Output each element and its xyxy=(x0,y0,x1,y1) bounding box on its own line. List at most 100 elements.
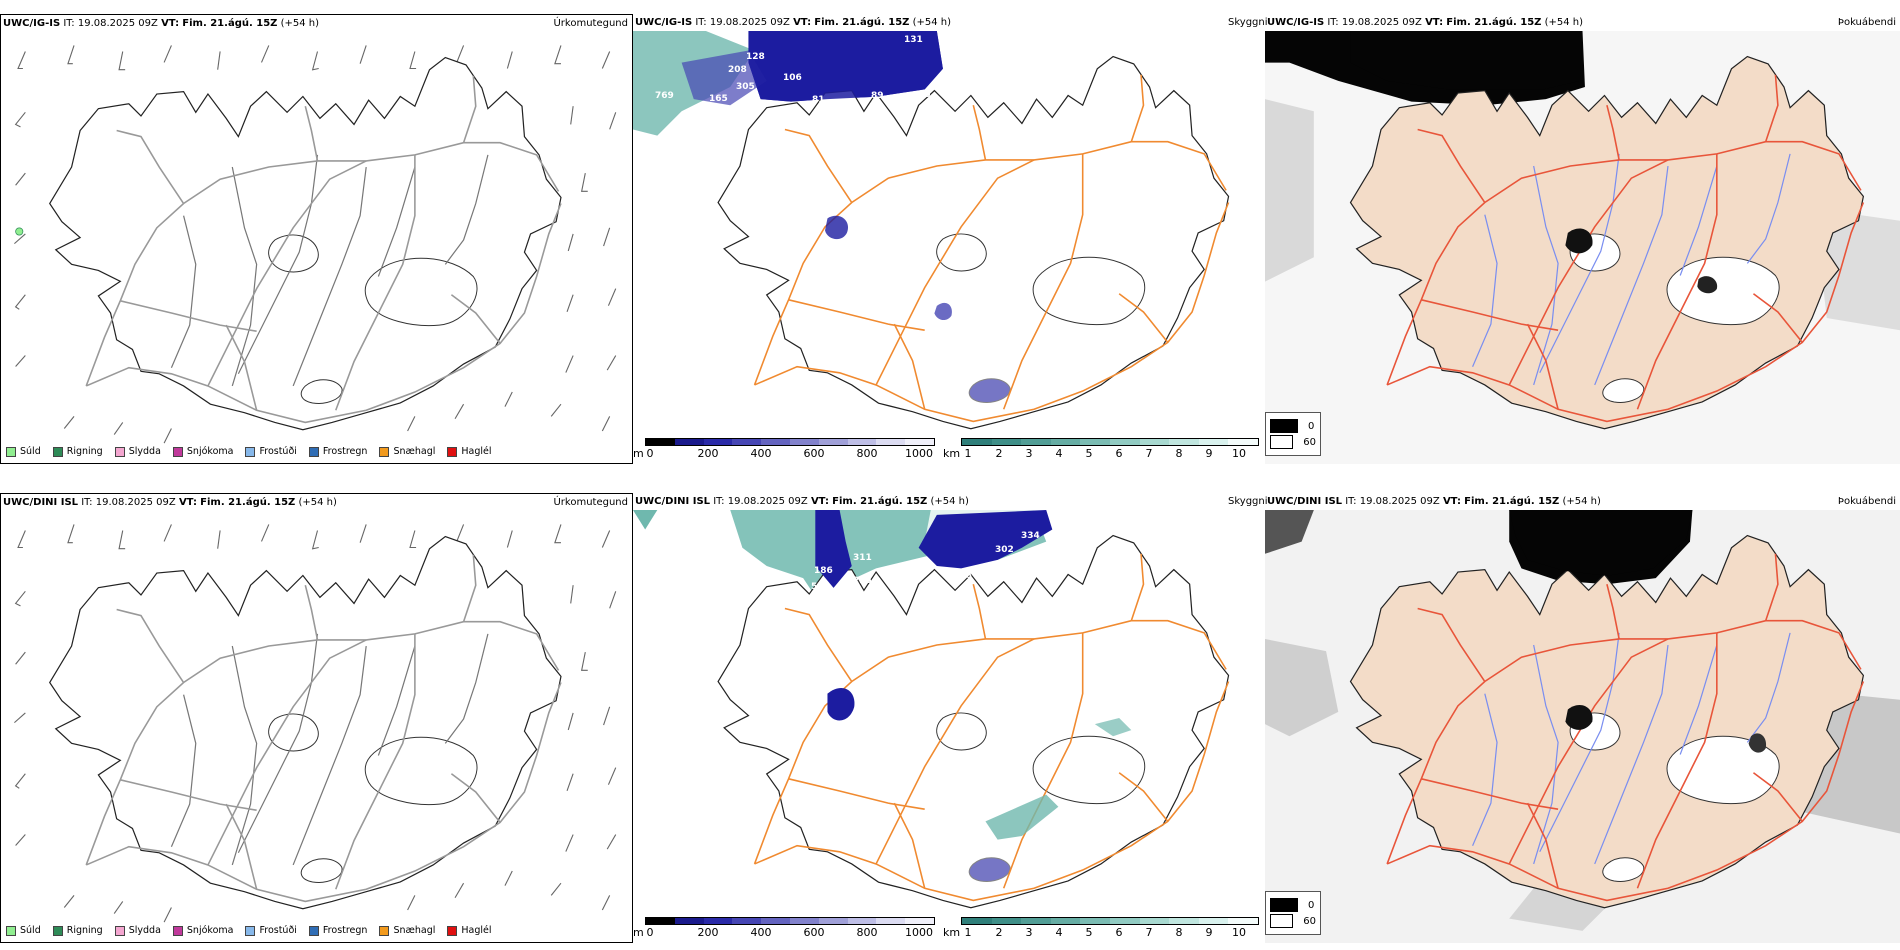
panel-title: Úrkomutegund xyxy=(553,497,628,508)
colorbar-swatch xyxy=(905,918,934,924)
visibility-colorbar: km 1 2 3 4 5 6 7 8 9 10 xyxy=(943,917,1263,939)
drizzle-cell xyxy=(15,227,24,236)
cloud-base-label: 165 xyxy=(709,94,728,104)
colorbar-swatch xyxy=(1021,439,1051,445)
fog-panel-ig: UWC/IG-IS IT: 19.08.2025 09Z VT: Fim. 21… xyxy=(1265,14,1900,464)
legend-swatch xyxy=(6,446,16,457)
cloud-base-colorbar: m 0 200 400 600 800 1000 xyxy=(633,917,938,939)
colorbar-tick: 2 xyxy=(995,447,1003,460)
colorbar-swatch xyxy=(789,439,819,445)
cloud-base-label: 91 xyxy=(906,95,919,105)
legend-item-freezing-drizzle: Frostúði xyxy=(245,925,297,936)
cloud-base-label: 311 xyxy=(853,553,872,563)
legend-item-sleet: Slydda xyxy=(114,446,161,457)
panel-header: UWC/IG-IS IT: 19.08.2025 09Z VT: Fim. 21… xyxy=(3,18,320,29)
colorbar-tick: 200 xyxy=(697,447,719,460)
colorbar-swatch xyxy=(847,918,877,924)
cloud-base-label: 217 xyxy=(843,615,862,625)
colorbar-tick: 1 xyxy=(964,926,972,939)
fog-panel-dini: UWC/DINI ISL IT: 19.08.2025 09Z VT: Fim.… xyxy=(1265,493,1900,943)
colorbar-swatch xyxy=(646,439,675,445)
legend-item-freezing-rain: Frostregn xyxy=(308,925,367,936)
colorbar-tick: 5 xyxy=(1085,447,1093,460)
colorbar-swatch xyxy=(991,439,1022,445)
legend-swatch xyxy=(1270,898,1298,912)
colorbar-swatch xyxy=(1021,918,1051,924)
colorbar-tick: 400 xyxy=(750,447,772,460)
cloud-base-label: 84 xyxy=(999,311,1012,321)
legend-swatch xyxy=(52,446,63,457)
colorbar-tick: 0 xyxy=(646,447,654,460)
cloud-base-labels: 131 88 89 87 85 128 208 106 769 165 305 … xyxy=(633,14,1265,464)
fog-legend: 0 60 xyxy=(1265,412,1321,456)
cloud-base-label: 88 xyxy=(886,261,899,271)
fog-map-ig xyxy=(1265,31,1900,464)
fog-legend-row: 60 xyxy=(1270,914,1316,928)
cloud-base-label: 102 xyxy=(1074,517,1093,527)
cloud-base-label: 81 xyxy=(812,95,825,105)
cloud-base-label: 186 xyxy=(814,566,833,576)
colorbar-tick: 600 xyxy=(803,447,825,460)
cloud-base-label: 85 xyxy=(998,75,1011,85)
colorbar-swatch xyxy=(1169,918,1199,924)
colorbar-tick: 4 xyxy=(1055,447,1063,460)
legend-item-freezing-drizzle: Frostúði xyxy=(245,446,297,457)
legend-swatch xyxy=(245,446,256,457)
colorbar-swatch xyxy=(1198,918,1229,924)
cloud-base-labels: 102 100 334 302 311 178 116 11 225 217 1… xyxy=(633,493,1265,943)
legend-swatch xyxy=(114,925,125,936)
precip-type-panel-dini: UWC/DINI ISL IT: 19.08.2025 09Z VT: Fim.… xyxy=(0,493,633,943)
colorbar-swatch xyxy=(674,918,704,924)
cloud-base-label: 106 xyxy=(783,73,802,83)
colorbar-swatch xyxy=(962,439,992,445)
colorbar-swatch xyxy=(991,918,1022,924)
dense-fog-area xyxy=(1697,276,1718,294)
precip-map-dini xyxy=(13,523,617,923)
colorbar-swatch xyxy=(1139,439,1170,445)
colorbar-swatch xyxy=(876,918,906,924)
cloud-base-label: 87 xyxy=(981,69,994,79)
colorbar-tick: 9 xyxy=(1205,926,1213,939)
colorbar-swatch xyxy=(674,439,704,445)
panel-header: UWC/IG-IS IT: 19.08.2025 09Z VT: Fim. 21… xyxy=(635,17,952,28)
dense-fog-area xyxy=(1565,705,1593,730)
low-cloud-area xyxy=(918,510,1053,569)
colorbar-tick: 1000 xyxy=(905,447,933,460)
colorbar-swatch xyxy=(818,439,848,445)
legend-swatch xyxy=(447,446,458,457)
legend-swatch xyxy=(6,925,16,936)
colorbar-tick: 8 xyxy=(1175,447,1183,460)
colorbar-swatches xyxy=(961,917,1259,925)
panel-title: Þokuábendi xyxy=(1837,17,1896,28)
legend-item-snow: Snjókoma xyxy=(172,925,233,936)
cloud-base-label: 11 xyxy=(1048,556,1061,566)
dense-fog-area xyxy=(1565,228,1593,254)
colorbar-swatch xyxy=(646,918,675,924)
colorbar-unit: m xyxy=(633,926,644,939)
legend-item-rain: Rigning xyxy=(52,446,103,457)
legend-item-snow-pellets: Snæhagl xyxy=(379,925,435,936)
legend-swatch xyxy=(245,925,256,936)
cloud-base-label: 131 xyxy=(904,35,923,45)
colorbar-tick: 600 xyxy=(803,926,825,939)
cloud-base-label: 334 xyxy=(1021,531,1040,541)
colorbar-swatches xyxy=(645,438,935,446)
legend-item-drizzle: Súld xyxy=(6,446,41,457)
precip-map-ig xyxy=(13,44,617,444)
legend-swatch xyxy=(1270,435,1294,449)
cloud-base-label: 302 xyxy=(995,545,1014,555)
colorbar-swatch xyxy=(1050,439,1081,445)
colorbar-unit: m xyxy=(633,447,644,460)
colorbar-swatch xyxy=(1080,918,1110,924)
cloud-base-label: 178 xyxy=(915,564,934,574)
colorbar-swatch xyxy=(1228,918,1258,924)
legend-item-drizzle: Súld xyxy=(6,925,41,936)
legend-item-snow: Snjókoma xyxy=(172,446,233,457)
cloud-base-label: 89 xyxy=(871,91,884,101)
colorbar-tick: 800 xyxy=(856,926,878,939)
colorbar-tick: 4 xyxy=(1055,926,1063,939)
colorbar-tick: 1000 xyxy=(905,926,933,939)
legend-swatch xyxy=(172,446,183,457)
colorbar-swatch xyxy=(703,439,733,445)
cloud-base-label: 37 xyxy=(950,86,963,96)
